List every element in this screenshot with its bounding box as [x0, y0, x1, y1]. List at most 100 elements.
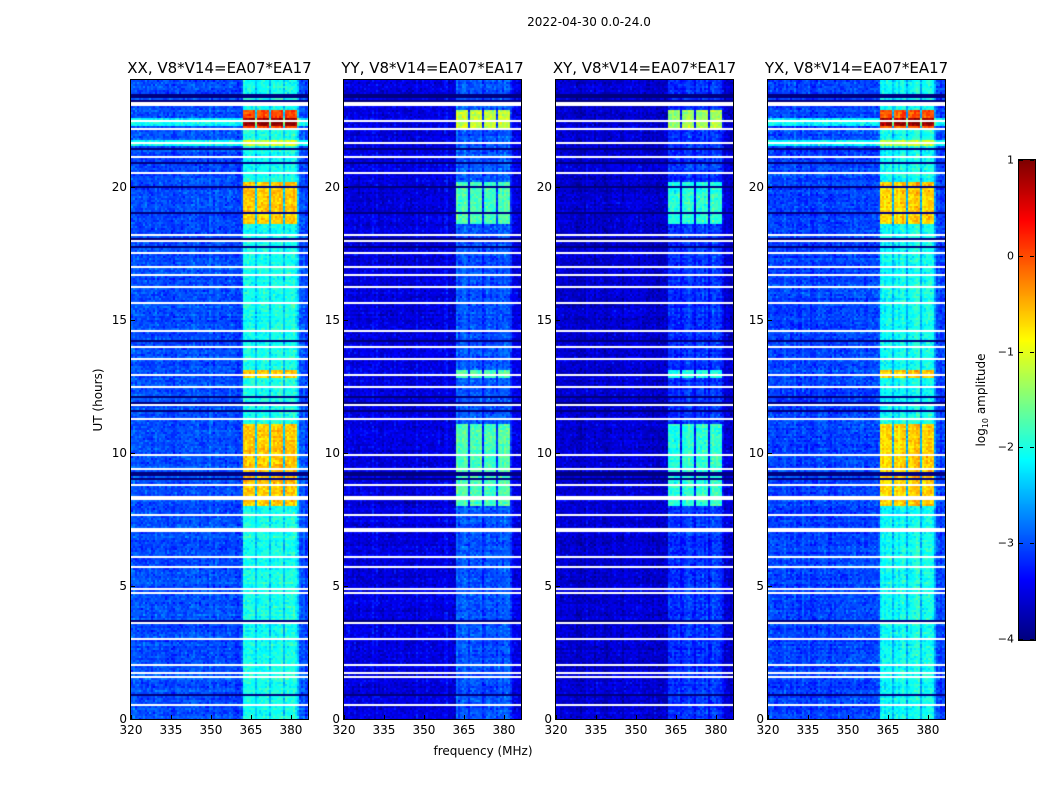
y-tick-mark: [344, 452, 348, 454]
y-tick-mark: [556, 585, 560, 587]
y-tick-label: 15: [111, 312, 127, 327]
panel-title: YX, V8*V14=EA07*EA17: [764, 59, 949, 77]
x-tick-mark: [887, 715, 889, 719]
y-tick-label: 20: [324, 179, 340, 194]
y-tick-mark: [556, 452, 560, 454]
x-tick-mark: [290, 715, 292, 719]
y-tick-label: 5: [332, 578, 340, 593]
y-tick-mark: [344, 719, 348, 720]
x-tick-label: 320: [119, 723, 143, 737]
y-tick-label: 15: [536, 312, 552, 327]
heatmap-panel: [343, 79, 522, 720]
heatmap-cells: [768, 80, 945, 719]
colorbar: [1018, 159, 1036, 641]
x-tick-mark: [768, 715, 769, 719]
colorbar-tick-mark: [1019, 639, 1023, 640]
x-tick-label: 320: [544, 723, 568, 737]
y-tick-label: 0: [756, 712, 764, 726]
x-tick-label: 320: [756, 723, 780, 737]
x-tick-mark: [927, 715, 929, 719]
colorbar-tick-mark: [1030, 255, 1034, 257]
y-tick-label: 5: [544, 578, 552, 593]
colorbar-tick-label: −1: [997, 345, 1014, 359]
x-tick-mark: [847, 715, 849, 719]
panel-title: YY, V8*V14=EA07*EA17: [341, 59, 524, 77]
colorbar-label-main: log: [973, 428, 988, 447]
y-tick-mark: [768, 719, 772, 720]
x-tick-mark: [383, 715, 385, 719]
colorbar-gradient: [1019, 160, 1035, 640]
panel-title: XY, V8*V14=EA07*EA17: [552, 59, 737, 77]
heatmap-panel: [130, 79, 309, 720]
x-tick-mark: [715, 715, 717, 719]
colorbar-tick-label: −3: [997, 536, 1014, 550]
x-tick-label: 365: [664, 723, 688, 737]
y-tick-mark: [768, 319, 772, 321]
x-tick-label: 380: [916, 723, 940, 737]
x-tick-label: 350: [624, 723, 648, 737]
x-tick-mark: [595, 715, 597, 719]
colorbar-tick-label: −4: [997, 632, 1014, 646]
x-tick-label: 350: [412, 723, 436, 737]
x-tick-label: 350: [836, 723, 860, 737]
y-tick-mark: [556, 319, 560, 321]
y-tick-mark: [768, 186, 772, 188]
colorbar-tick-mark: [1030, 543, 1034, 545]
colorbar-label-subscript: 10: [981, 417, 991, 429]
x-tick-mark: [210, 715, 212, 719]
panel-title: XX, V8*V14=EA07*EA17: [127, 59, 312, 77]
heatmap-cells: [556, 80, 733, 719]
x-tick-mark: [131, 715, 132, 719]
y-tick-label: 20: [748, 179, 764, 194]
colorbar-tick-mark: [1019, 447, 1023, 449]
y-tick-mark: [344, 186, 348, 188]
y-tick-mark: [768, 452, 772, 454]
x-tick-label: 335: [372, 723, 396, 737]
x-tick-label: 335: [796, 723, 820, 737]
x-tick-label: 320: [332, 723, 356, 737]
colorbar-label-rest: amplitude: [973, 353, 988, 418]
colorbar-tick-mark: [1030, 447, 1034, 449]
y-tick-label: 15: [748, 312, 764, 327]
y-tick-label: 5: [119, 578, 127, 593]
y-tick-mark: [131, 452, 135, 454]
x-tick-label: 350: [199, 723, 223, 737]
y-tick-label: 5: [756, 578, 764, 593]
y-axis-label: UT (hours): [91, 368, 105, 432]
y-tick-label: 20: [536, 179, 552, 194]
y-tick-mark: [131, 719, 135, 720]
colorbar-tick-mark: [1019, 160, 1023, 161]
heatmap-panel: [767, 79, 946, 720]
y-tick-label: 15: [324, 312, 340, 327]
y-tick-mark: [344, 319, 348, 321]
heatmap-cells: [344, 80, 521, 719]
x-tick-label: 335: [584, 723, 608, 737]
x-tick-mark: [250, 715, 252, 719]
y-tick-mark: [556, 186, 560, 188]
x-axis-label: frequency (MHz): [433, 744, 533, 758]
colorbar-label: log10 amplitude: [974, 354, 990, 447]
x-tick-mark: [556, 715, 557, 719]
colorbar-tick-mark: [1030, 160, 1034, 161]
heatmap-panel: [555, 79, 734, 720]
y-tick-label: 10: [536, 445, 552, 460]
y-tick-label: 10: [111, 445, 127, 460]
colorbar-tick-mark: [1030, 351, 1034, 353]
x-tick-mark: [675, 715, 677, 719]
y-tick-label: 10: [324, 445, 340, 460]
y-tick-mark: [131, 186, 135, 188]
x-tick-mark: [423, 715, 425, 719]
colorbar-tick-label: 0: [1007, 249, 1014, 263]
y-tick-mark: [131, 319, 135, 321]
y-tick-mark: [556, 719, 560, 720]
x-tick-label: 365: [452, 723, 476, 737]
x-tick-mark: [503, 715, 505, 719]
y-tick-label: 0: [544, 712, 552, 726]
y-tick-label: 0: [119, 712, 127, 726]
colorbar-tick-mark: [1030, 639, 1034, 640]
colorbar-tick-label: 1: [1007, 153, 1014, 167]
y-tick-label: 0: [332, 712, 340, 726]
figure-title: 2022-04-30 0.0-24.0: [527, 15, 651, 29]
y-tick-mark: [344, 585, 348, 587]
